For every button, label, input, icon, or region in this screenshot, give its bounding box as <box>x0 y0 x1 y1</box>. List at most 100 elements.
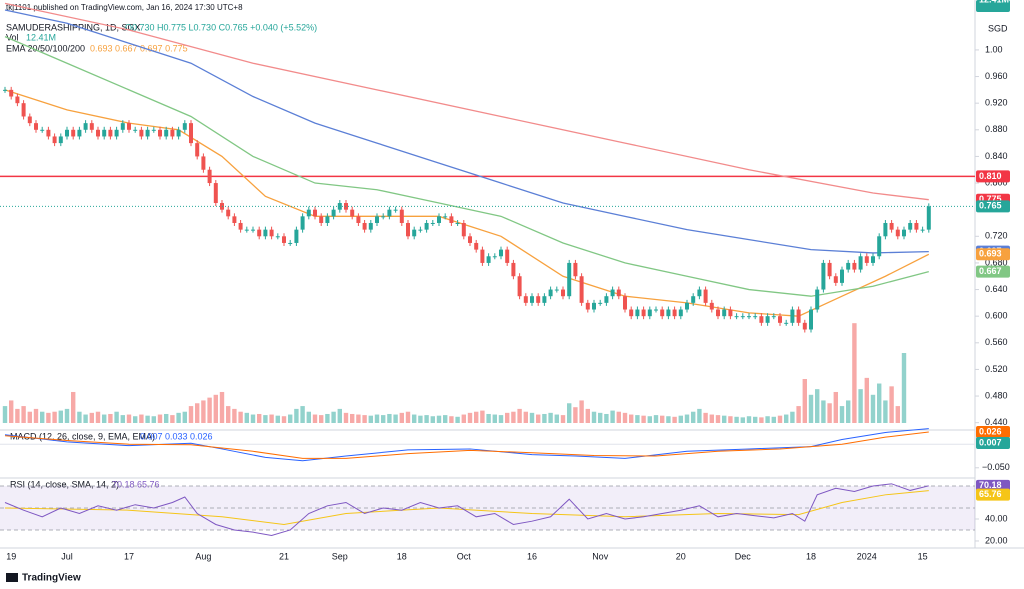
volume-bar <box>312 414 318 423</box>
volume-bar <box>753 416 758 423</box>
volume-bar <box>852 323 857 423</box>
candle-body <box>902 229 906 237</box>
candle-body <box>65 129 69 137</box>
volume-bar <box>877 383 882 423</box>
volume-bar <box>15 408 20 423</box>
candle-body <box>660 309 665 317</box>
volume-bar <box>827 403 832 423</box>
x-tick-label: Aug <box>195 551 211 561</box>
rsi-line <box>4 483 929 536</box>
volume-bar <box>498 415 504 423</box>
candle-body <box>616 289 621 297</box>
candle-body <box>3 89 7 91</box>
volume-bar <box>58 410 63 423</box>
volume-bar <box>678 415 683 423</box>
signal-line <box>4 431 929 459</box>
volume-bar <box>883 400 888 423</box>
last-price-label-bg <box>976 200 1010 213</box>
candle-body <box>486 256 491 263</box>
y-tick-label: 0.520 <box>985 364 1008 374</box>
candle-body <box>728 309 733 317</box>
volume-bar <box>505 412 510 423</box>
volume-bar <box>585 408 590 423</box>
volume-bar <box>337 408 342 423</box>
volume-bar <box>108 413 113 423</box>
candle-body <box>641 309 646 317</box>
volume-bar <box>325 413 330 423</box>
volume-bar <box>219 391 225 423</box>
x-tick-label: 2024 <box>857 551 877 561</box>
volume-bar <box>300 406 305 423</box>
candle-body <box>678 309 683 317</box>
candle-body <box>356 216 361 223</box>
volume-bar <box>833 391 838 423</box>
candle-body <box>505 249 510 263</box>
last-price-label: 0.765 <box>979 201 1002 211</box>
candle-body <box>815 289 820 310</box>
candle-body <box>77 129 82 137</box>
candle-body <box>381 216 386 218</box>
rsi-legend: RSI (14, close, SMA, 14, 2) <box>10 479 119 489</box>
candle-body <box>592 302 596 310</box>
candle-body <box>468 236 472 243</box>
candle-body <box>604 296 609 303</box>
candle-body <box>412 229 417 237</box>
candle-body <box>461 222 466 237</box>
candle-body <box>232 216 237 223</box>
volume-bar <box>536 414 541 423</box>
volume-bar <box>858 389 863 423</box>
candle-body <box>58 136 63 144</box>
volume-bar <box>164 413 169 423</box>
volume-bar <box>864 377 869 423</box>
volume-bar <box>449 416 454 423</box>
volume-bar <box>697 408 702 423</box>
candle-body <box>213 183 218 204</box>
volume-bar <box>213 394 218 423</box>
candle-body <box>455 222 460 224</box>
candle-body <box>158 129 162 137</box>
volume-bar <box>802 379 807 423</box>
candle-body <box>778 316 782 323</box>
volume-bar <box>33 408 39 423</box>
y-tick-label: 0.920 <box>985 98 1008 108</box>
candle-body <box>52 136 57 144</box>
candle-body <box>133 129 138 131</box>
candle-body <box>226 209 231 217</box>
volume-bar <box>257 413 262 423</box>
candle-body <box>443 216 448 218</box>
volume-bar <box>839 406 845 423</box>
ema-last-label: 0.775 <box>979 194 1002 204</box>
candle-body <box>418 229 423 231</box>
volume-bar <box>170 415 175 423</box>
candle-body <box>306 209 311 217</box>
y-tick-label: 1.00 <box>985 44 1003 54</box>
volume-bar <box>759 417 764 423</box>
x-tick-label: 17 <box>124 551 134 561</box>
volume-bar <box>647 416 652 423</box>
candle-body <box>809 309 813 330</box>
volume-bar <box>306 411 311 423</box>
publisher: tkj1101 published on TradingView.com, Ja… <box>6 3 243 12</box>
volume-bar <box>777 415 783 423</box>
candle-body <box>195 143 200 157</box>
volume-bar <box>734 416 739 423</box>
volume-legend: Vol <box>6 32 19 42</box>
candle-body <box>722 309 727 317</box>
volume-bar <box>641 415 646 423</box>
x-tick-label: 20 <box>676 551 686 561</box>
volume-bar <box>610 410 615 423</box>
rsi-ma-last-label-bg <box>976 488 1010 501</box>
volume-bar <box>418 415 423 423</box>
candle-body <box>908 222 913 230</box>
macd-legend-values: 0.007 0.033 0.026 <box>140 431 213 441</box>
candle-body <box>325 216 330 223</box>
x-tick-label: Sep <box>332 551 348 561</box>
volume-bar <box>182 411 187 423</box>
volume-bar <box>27 411 32 423</box>
volume-bar <box>740 417 745 423</box>
candle-body <box>647 309 652 317</box>
rsi-last-label: 70.18 <box>979 480 1002 490</box>
candle-body <box>437 216 441 223</box>
volume-bar <box>467 412 473 423</box>
volume-bar <box>244 412 249 423</box>
